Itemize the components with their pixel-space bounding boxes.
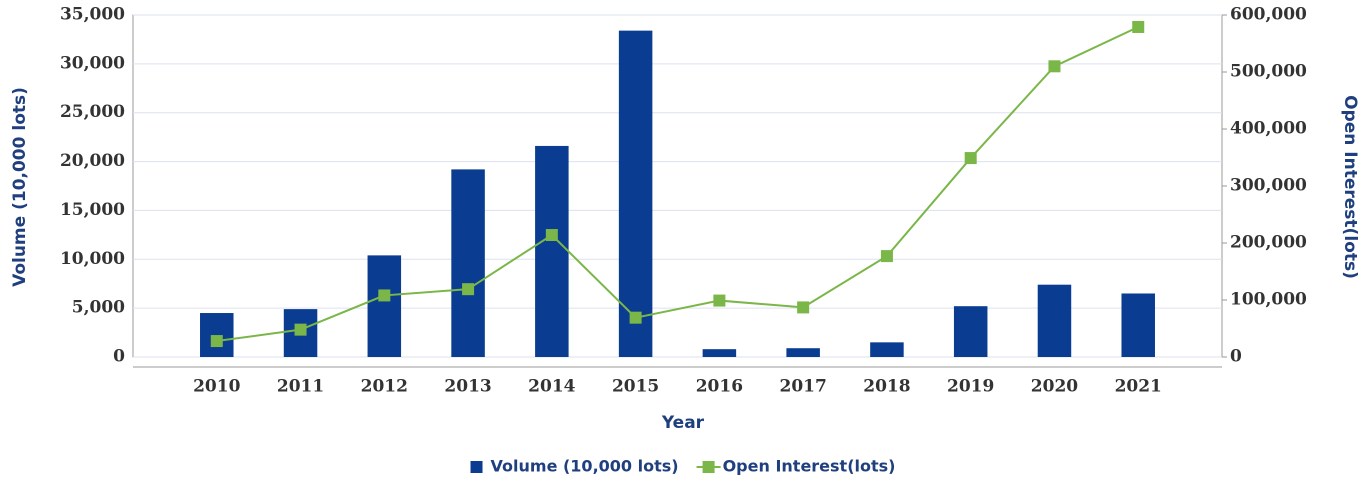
- bar: [1037, 284, 1072, 357]
- line-marker: [462, 283, 475, 296]
- y-tick-label: 20,000: [60, 151, 125, 171]
- bar: [200, 313, 234, 357]
- x-tick-label: 2013: [444, 377, 491, 397]
- line-marker: [1132, 20, 1145, 33]
- y-tick-label: 25,000: [60, 102, 125, 122]
- x-tick-label: 2012: [361, 377, 408, 397]
- x-tick-label: 2011: [277, 377, 324, 397]
- x-tick-label: 2018: [863, 377, 910, 397]
- line-marker: [797, 301, 810, 314]
- y-axis-title: Volume (10,000 lots): [10, 87, 30, 287]
- x-tick-label: 2021: [1115, 377, 1162, 397]
- y-tick-label: 30,000: [60, 53, 125, 73]
- y-tick-label: 15,000: [60, 200, 125, 220]
- bar: [953, 306, 988, 357]
- y-tick-label: 0: [113, 347, 125, 367]
- y2-tick-label: 500,000: [1230, 62, 1307, 82]
- legend-swatch: [702, 461, 715, 473]
- y2-tick-label: 300,000: [1230, 176, 1307, 196]
- x-tick-label: 2019: [947, 377, 994, 397]
- x-tick-label: 2014: [528, 377, 575, 397]
- y2-tick-label: 400,000: [1230, 119, 1307, 139]
- y2-tick-label: 0: [1230, 347, 1242, 367]
- x-tick-label: 2010: [193, 377, 240, 397]
- line: [216, 26, 1139, 343]
- x-tick-label: 2016: [696, 377, 743, 397]
- x-tick-label: 2017: [779, 377, 826, 397]
- legend: Volume (10,000 lots) Open Interest(lots): [470, 457, 896, 476]
- bar: [702, 349, 737, 357]
- bar: [786, 348, 820, 357]
- bar: [535, 145, 569, 357]
- line-marker: [294, 323, 307, 336]
- line-marker: [1048, 60, 1061, 73]
- bar: [1121, 293, 1155, 357]
- y2-tick-label: 600,000: [1230, 5, 1307, 25]
- line-marker: [713, 294, 726, 307]
- x-tick-label: 2015: [612, 377, 659, 397]
- y2-tick-label: 200,000: [1230, 233, 1307, 253]
- y-tick-label: 5,000: [72, 298, 125, 318]
- x-tick-label: 2020: [1031, 377, 1078, 397]
- line-marker: [964, 152, 977, 165]
- y-tick-label: 10,000: [60, 249, 125, 269]
- legend-swatch: [470, 461, 483, 473]
- line-marker: [378, 289, 391, 302]
- legend-label: Volume (10,000 lots): [491, 457, 679, 476]
- bar: [618, 30, 653, 358]
- y2-tick-label: 100,000: [1230, 290, 1307, 310]
- x-axis-title: Year: [661, 413, 705, 433]
- bar: [367, 255, 402, 357]
- line-marker: [545, 229, 558, 242]
- line-marker: [880, 250, 893, 263]
- legend-label: Open Interest(lots): [723, 457, 896, 476]
- line-marker: [629, 311, 642, 324]
- y2-axis-title: Open Interest(lots): [1340, 95, 1360, 279]
- y-tick-label: 35,000: [60, 5, 125, 25]
- line-marker: [210, 335, 223, 348]
- bar: [451, 169, 485, 357]
- bar: [870, 342, 904, 357]
